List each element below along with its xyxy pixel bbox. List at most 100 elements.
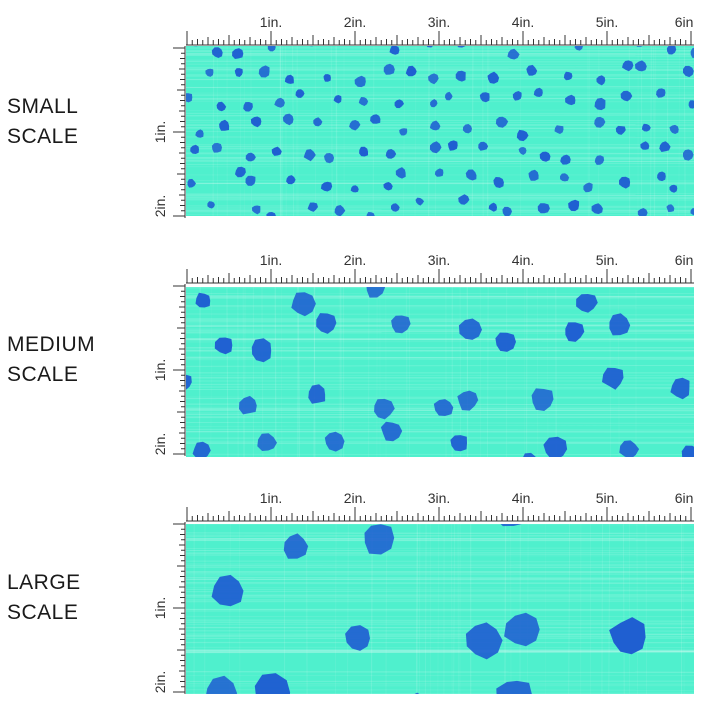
linen-thread [186,535,694,537]
polka-dot [366,212,375,216]
polka-dot [195,129,204,138]
polka-dot [528,169,539,181]
linen-thread [186,320,694,323]
linen-thread [486,46,489,216]
linen-thread [295,46,298,216]
medium-scale-panel: MEDIUM SCALE 1in. 2in. 3in. 4in. 5in. 6in. 1i… [0,240,720,480]
polka-dot [366,287,385,298]
fabric-swatch [186,287,694,457]
linen-thread [471,46,474,216]
polka-dot [594,97,606,111]
linen-thread [186,539,694,542]
polka-dot [690,208,694,216]
linen-thread [186,160,694,162]
polka-dot [619,176,631,189]
dot-pattern [186,524,694,694]
linen-thread [186,598,694,601]
linen-thread [305,524,308,694]
polka-dot [487,71,500,84]
polka-dot [447,140,458,151]
polka-dot [234,68,243,77]
linen-thread [335,524,337,694]
linen-thread [186,524,694,526]
linen-thread [186,183,694,185]
ruler-label: 2in. [152,671,168,694]
linen-thread [186,330,694,334]
polka-dot [583,182,593,193]
polka-dot [688,100,694,109]
polka-dot [383,182,393,191]
ruler-label: 1in. [260,490,283,506]
linen-thread [186,590,694,593]
polka-dot [495,332,516,352]
linen-thread [186,634,694,636]
top-ruler-svg: 1in. 2in. 3in. 4in. 5in. 6in. [186,252,694,284]
polka-dot [636,46,643,47]
polka-dot [531,388,554,411]
linen-thread [186,114,694,117]
linen-thread [313,287,316,457]
linen-thread [186,152,694,154]
polka-dot [516,129,529,142]
polka-dot [235,166,246,178]
linen-thread [238,524,241,694]
linen-thread [297,287,300,457]
linen-thread [186,162,694,165]
polka-dot [291,292,316,317]
polka-dot [512,91,522,101]
linen-thread [186,54,694,57]
linen-thread [335,46,338,216]
left-ruler-svg: 1in. 2in. [152,522,186,694]
polka-dot [399,128,408,136]
linen-thread [186,97,694,100]
polka-dot [324,153,335,164]
linen-thread [186,211,694,213]
ruler-label: 2in. [344,490,367,506]
polka-dot [457,46,466,48]
polka-dot [488,202,497,212]
polka-dot [266,212,276,216]
linen-thread [186,319,694,322]
linen-thread [186,651,694,654]
polka-dot [345,625,370,651]
polka-dot [637,208,648,216]
linen-thread [210,287,213,457]
polka-dot [560,173,570,182]
linen-thread [186,341,694,343]
scale-label: LARGE SCALE [7,568,81,628]
polka-dot [563,71,573,81]
polka-dot [295,89,305,98]
polka-dot [457,390,479,411]
top-ruler-svg: 1in. 2in. 3in. 4in. 5in. 6in. [186,14,694,46]
linen-thread [313,287,316,457]
linen-thread [650,46,652,216]
linen-thread [186,339,694,341]
polka-dot [243,102,253,112]
polka-dot [211,47,223,58]
polka-dot [308,384,326,404]
polka-dot [574,46,583,51]
polka-dot [657,171,666,182]
polka-dot [504,612,540,647]
linen-thread [186,671,694,673]
left-ruler-svg: 1in. 2in. [152,46,186,218]
polka-dot [622,60,634,72]
polka-dot [271,146,282,156]
linen-thread [405,287,408,457]
polka-dot [258,65,270,78]
linen-thread [466,287,469,457]
polka-dot [500,524,522,527]
linen-thread [186,562,694,564]
linen-thread [186,330,694,333]
polka-dot [669,124,679,134]
linen-thread [186,160,694,163]
ruler-label: 2in. [344,14,367,30]
linen-thread [666,46,669,216]
polka-dot [458,318,482,340]
linen-thread [186,77,694,81]
linen-thread [186,109,694,111]
linen-thread [636,524,639,694]
linen-thread [186,67,694,69]
linen-thread [186,576,694,579]
polka-dot [537,203,550,214]
